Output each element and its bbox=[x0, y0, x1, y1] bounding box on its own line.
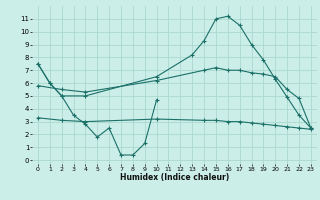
X-axis label: Humidex (Indice chaleur): Humidex (Indice chaleur) bbox=[120, 173, 229, 182]
